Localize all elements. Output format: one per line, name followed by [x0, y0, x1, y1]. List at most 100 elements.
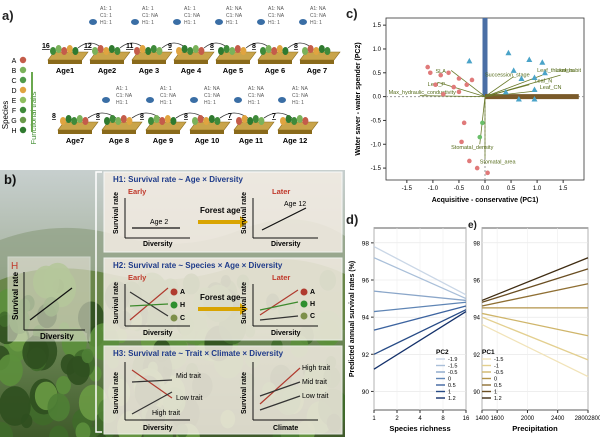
plot-tile: Age 7 8	[294, 43, 341, 75]
pca-point	[469, 77, 475, 83]
ytick-label: 90	[473, 390, 480, 396]
tree-legend-text: C1: NA	[310, 13, 327, 19]
tree-legend-text: H1: 1	[100, 20, 112, 26]
tree-icon	[109, 115, 116, 123]
tree-icon	[61, 47, 68, 55]
pca-xtick: 1.0	[533, 186, 542, 192]
panel-b-svg: H Survival rate Diversity H1: Survival r…	[0, 170, 345, 437]
tree-icon	[236, 117, 242, 125]
h2-ylabel-later: Survival rate	[241, 282, 248, 324]
h3-high-1: High trait	[152, 410, 180, 417]
species-letter: G	[11, 118, 16, 125]
tree-legend-text: H1: 1	[248, 100, 260, 106]
plot-tile: Age 11 7	[228, 113, 275, 145]
trait-label: Succession_stage	[485, 73, 530, 79]
h2-sp-c-later: C	[310, 313, 315, 320]
tree-icon	[176, 47, 182, 55]
tree-icon	[229, 47, 236, 55]
plot-tile: Age 5 8	[210, 43, 257, 75]
xtick-label: 1	[372, 416, 376, 422]
species-letter: H	[11, 128, 16, 135]
legend-label: -1.5	[494, 357, 503, 363]
age-label: Age 9	[153, 136, 173, 145]
h2-later: Later	[272, 273, 290, 282]
pca-point	[474, 165, 480, 171]
trait-label: Leaf_CN	[540, 85, 562, 91]
age-label: Age 3	[139, 66, 159, 75]
h1-age2: Age 2	[150, 219, 168, 226]
h1-arrow-label: Forest age	[200, 206, 241, 215]
tree-icon	[271, 47, 278, 55]
pca-point	[485, 170, 490, 176]
h3-xlabel-2: Climate	[273, 425, 298, 432]
pca-ytick: -1.5	[371, 166, 382, 172]
tree-legend-text: A1: 1	[100, 6, 112, 12]
h3-mid-2: Mid trait	[302, 379, 327, 386]
h2-sp-h-later: H	[310, 301, 315, 308]
xtick-label: 28002800	[575, 416, 600, 422]
legend-label: 0.5	[494, 383, 502, 389]
trait-label: Leaf_thickness	[537, 68, 574, 74]
xtick-label: 1600	[490, 416, 504, 422]
tree-icon	[197, 115, 204, 123]
plot-tile: Age2 12	[84, 43, 131, 75]
pca-ytick: 1.5	[373, 23, 382, 29]
tree-legend-text: H1: 1	[292, 100, 304, 106]
h1-box	[103, 171, 343, 253]
trait-loading-arrow	[419, 95, 486, 98]
species-dot	[19, 86, 27, 94]
xtick-label: 16	[463, 416, 470, 422]
h1-ylabel-later: Survival rate	[241, 192, 248, 234]
pca-point	[456, 76, 462, 81]
ytick-label: 98	[362, 240, 370, 247]
xtick-label: 4	[418, 416, 422, 422]
tree-icon	[164, 115, 171, 123]
tree-icon	[150, 45, 157, 53]
tree-legend-text: A1: NA	[226, 6, 243, 12]
age-label: Age 7	[307, 66, 327, 75]
age-label: Age 4	[181, 66, 202, 75]
tree-icon	[265, 45, 272, 53]
plot-tile: Age 12 7	[272, 113, 319, 145]
h3-high-2: High trait	[302, 365, 330, 372]
series-line	[373, 309, 467, 355]
tree-icon	[103, 47, 110, 55]
trait-label: Stomatal_density	[451, 145, 493, 151]
plot-count: 16	[42, 43, 50, 50]
tree-icon	[285, 115, 292, 123]
tree-icon	[134, 47, 140, 55]
age-label: Age 11	[239, 136, 263, 145]
species-letter: E	[12, 98, 17, 105]
h2-ylabel-early: Survival rate	[113, 282, 120, 324]
pca-point	[427, 70, 433, 76]
legend-label: 1	[494, 390, 497, 396]
legend-label: 1.2	[448, 396, 456, 402]
pca-xtick: 0.5	[507, 186, 516, 192]
pca-point	[541, 69, 548, 76]
pca-ytick: 0.5	[373, 71, 382, 77]
pca-ytick: -1.0	[371, 142, 382, 148]
age-label: Age7	[66, 136, 84, 145]
plot-frame	[481, 227, 589, 411]
series-line	[373, 290, 467, 302]
xtick-label: 2	[395, 416, 399, 422]
trait-label: SLA	[436, 69, 447, 75]
species-axis-label: Species	[1, 101, 10, 129]
tree-legend-text: H1: 1	[310, 20, 322, 26]
plot-tile: Age 4 9	[168, 43, 215, 75]
species-letter: C	[11, 78, 16, 85]
pca-point	[539, 59, 546, 65]
tree-icon	[192, 117, 198, 125]
tree-icon	[114, 47, 121, 55]
h1-arrow	[198, 216, 248, 228]
h2-sp-a-later: A	[310, 289, 315, 296]
series-line	[373, 257, 467, 300]
tree-icon	[156, 47, 163, 55]
tree-legend-text: A1: NA	[204, 86, 221, 92]
ytick-label: 94	[473, 316, 480, 322]
species-dot	[19, 106, 27, 114]
legend-label: -0.5	[494, 370, 503, 376]
h1-age12: Age 12	[284, 201, 306, 208]
